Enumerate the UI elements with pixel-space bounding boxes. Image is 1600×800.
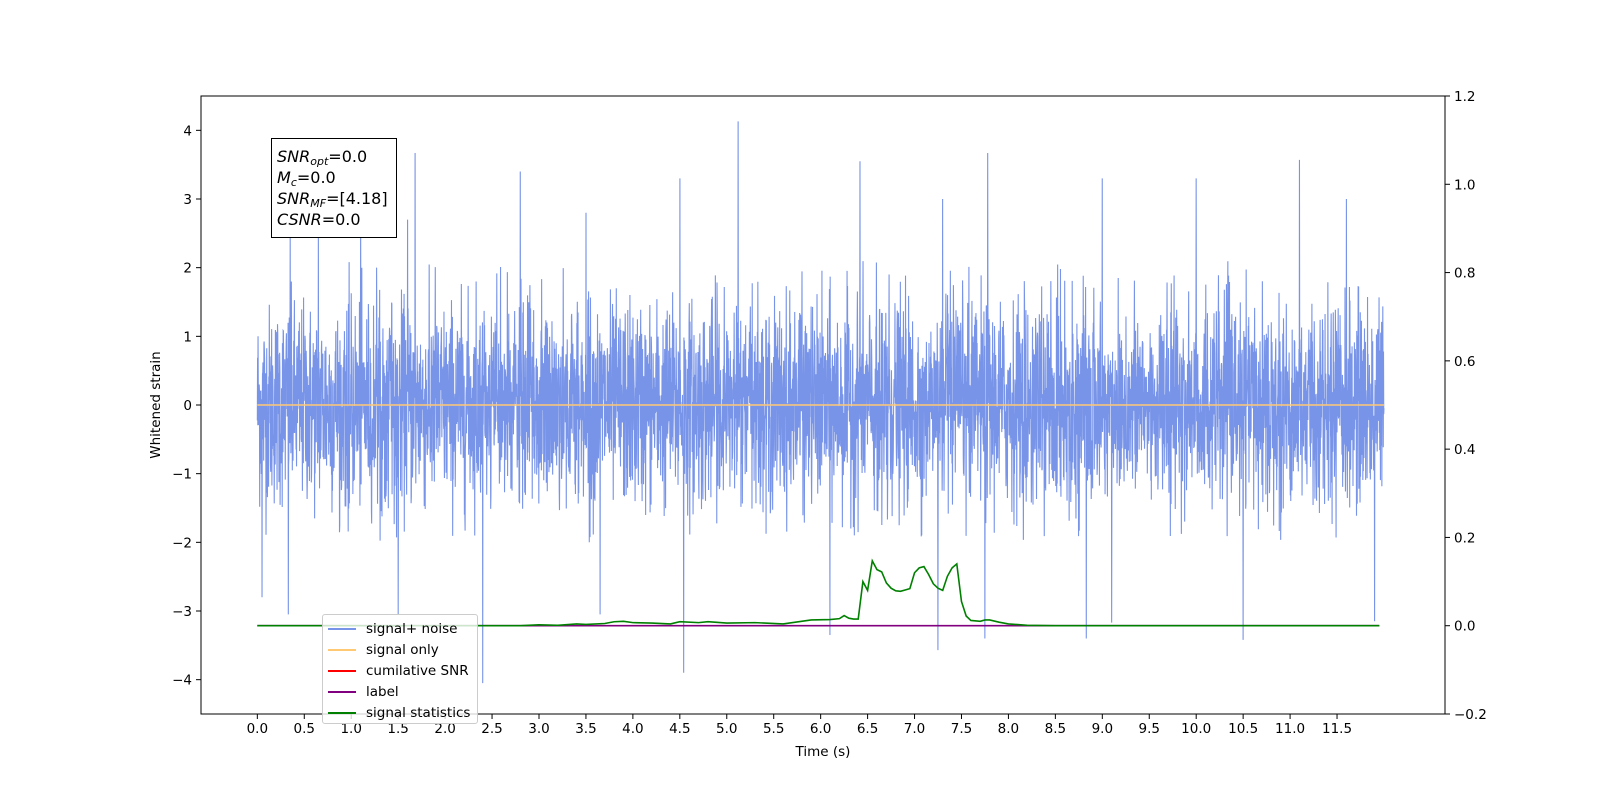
legend-swatch [328, 627, 356, 630]
snr-opt-value: =0.0 [328, 147, 368, 166]
y2-tick-label: 0.0 [1454, 619, 1475, 635]
x-tick-label: 11.0 [1275, 721, 1305, 737]
y2-axis-ticks: 1.2 1.0 0.8 0.6 0.4 0.2 0.0 −0.2 [1445, 89, 1487, 723]
x-tick-label: 1.5 [387, 721, 408, 737]
y-tick-label: −2 [172, 535, 192, 551]
x-tick-label: 6.5 [857, 721, 878, 737]
csnr-line: CSNR=0.0 [277, 209, 396, 230]
legend-item-signal-only: signal only [328, 639, 477, 660]
snr-mf-subscript: MF [310, 197, 327, 210]
noise-series-layer [256, 121, 1385, 684]
legend-label: signal statistics [366, 704, 471, 721]
snr-opt-symbol: SNR [277, 147, 311, 166]
csnr-symbol: CSNR [277, 210, 322, 229]
x-tick-label: 3.0 [528, 721, 549, 737]
x-axis-label: Time (s) [795, 744, 851, 760]
y2-tick-label: 0.2 [1454, 530, 1475, 546]
x-tick-label: 6.0 [810, 721, 831, 737]
mc-subscript: c [290, 176, 297, 189]
csnr-value: =0.0 [321, 210, 361, 229]
y2-tick-label: 1.0 [1454, 177, 1475, 193]
snr-opt-subscript: opt [310, 155, 329, 168]
x-tick-label: 7.0 [904, 721, 925, 737]
x-tick-label: 2.5 [481, 721, 502, 737]
x-tick-label: 8.0 [998, 721, 1019, 737]
legend-swatch [328, 690, 356, 693]
snr-mf-value: =[4.18] [326, 189, 388, 208]
y2-tick-label: 0.4 [1454, 442, 1475, 458]
mc-line: Mc=0.0 [277, 167, 396, 188]
y2-tick-label: 0.8 [1454, 266, 1475, 282]
y-tick-label: −4 [172, 673, 192, 689]
legend-item-label: label [328, 681, 477, 702]
snr-mf-line: SNRMF=[4.18] [277, 188, 396, 209]
y-tick-label: −3 [172, 604, 192, 620]
x-tick-label: 8.5 [1045, 721, 1066, 737]
mc-value: =0.0 [296, 168, 336, 187]
legend-label: label [366, 683, 399, 700]
legend-item-signal-statistics: signal statistics [328, 702, 477, 723]
x-tick-label: 11.5 [1322, 721, 1352, 737]
x-tick-label: 10.5 [1228, 721, 1258, 737]
legend-swatch [328, 711, 356, 714]
y-tick-label: 4 [183, 123, 192, 139]
y-tick-label: −1 [172, 467, 192, 483]
y2-tick-label: 0.6 [1454, 354, 1475, 370]
x-tick-label: 4.5 [669, 721, 690, 737]
legend-label: cumilative SNR [366, 662, 469, 679]
series-signal-statistics-line [257, 558, 1380, 627]
y-tick-label: 0 [183, 398, 192, 414]
x-axis-ticks: 0.0 0.5 1.0 1.5 2.0 2.5 3.0 3.5 4.0 4.5 5.0 5.5 6.0 6… [247, 714, 1352, 737]
x-tick-label: 5.0 [716, 721, 737, 737]
y2-tick-label: −0.2 [1454, 707, 1487, 723]
x-tick-label: 3.5 [575, 721, 596, 737]
x-tick-label: 7.5 [951, 721, 972, 737]
legend-item-signal-noise: signal+ noise [328, 618, 477, 639]
y2-tick-label: 1.2 [1454, 89, 1475, 105]
x-tick-label: 1.0 [340, 721, 361, 737]
x-tick-label: 0.5 [294, 721, 315, 737]
y-tick-label: 1 [183, 329, 192, 345]
x-tick-label: 5.5 [763, 721, 784, 737]
series-signal-noise-line [256, 121, 1385, 684]
y-axis-ticks: 4 3 2 1 0 −1 −2 −3 −4 [172, 123, 201, 689]
x-tick-label: 2.0 [434, 721, 455, 737]
x-tick-label: 4.0 [622, 721, 643, 737]
y-tick-label: 3 [183, 192, 192, 208]
x-tick-label: 10.0 [1181, 721, 1211, 737]
snr-mf-symbol: SNR [277, 189, 311, 208]
legend-item-cumulative-snr: cumilative SNR [328, 660, 477, 681]
legend-label: signal+ noise [366, 620, 458, 637]
x-tick-label: 9.0 [1092, 721, 1113, 737]
snr-opt-line: SNRopt=0.0 [277, 146, 396, 167]
legend-swatch [328, 669, 356, 672]
chart-legend: signal+ noise signal only cumilative SNR… [322, 614, 478, 724]
mc-symbol: M [277, 168, 291, 187]
y-axis-label: Whitened strain [148, 351, 164, 458]
x-tick-label: 0.0 [247, 721, 268, 737]
legend-label: signal only [366, 641, 439, 658]
legend-swatch [328, 648, 356, 651]
y-tick-label: 2 [183, 261, 192, 277]
snr-annotation-box: SNRopt=0.0 Mc=0.0 SNRMF=[4.18] CSNR=0.0 [271, 138, 397, 238]
x-tick-label: 9.5 [1139, 721, 1160, 737]
